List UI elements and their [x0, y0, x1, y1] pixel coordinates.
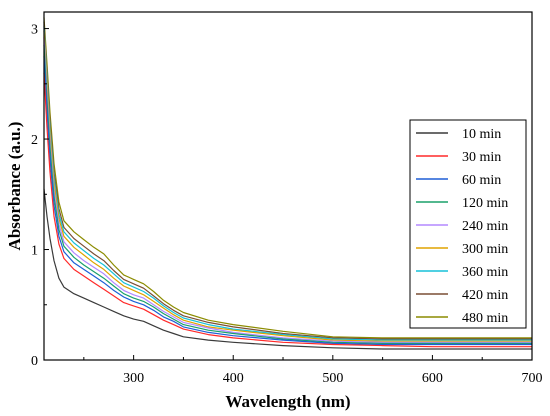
series-line-300-min [43, 30, 532, 342]
series-line-240-min [43, 37, 532, 343]
legend-label: 10 min [462, 127, 501, 142]
legend-label: 60 min [462, 173, 501, 188]
series-line-10-min [43, 188, 532, 350]
legend-label: 420 min [462, 288, 508, 303]
x-axis-title: Wavelength (nm) [225, 392, 350, 411]
x-axis: 300 400 500 600 700 [83, 355, 543, 386]
series-line-30-min [43, 72, 532, 348]
legend-label: 480 min [462, 311, 508, 326]
y-tick-label: 1 [31, 244, 38, 259]
legend-label: 120 min [462, 196, 508, 211]
plot-frame [43, 11, 533, 361]
legend-label: 300 min [462, 242, 508, 257]
x-tick-label: 500 [322, 371, 343, 386]
series-line-360-min [43, 26, 532, 341]
x-tick-label: 300 [123, 371, 144, 386]
x-tick-label: 600 [422, 371, 443, 386]
x-tick-label: 400 [223, 371, 244, 386]
x-tick-label: 700 [522, 371, 543, 386]
y-tick-label: 0 [31, 354, 38, 369]
legend-label: 30 min [462, 150, 501, 165]
y-axis: 0 1 2 3 [31, 23, 49, 369]
series-line-120-min [43, 45, 532, 344]
series-line-60-min [43, 56, 532, 346]
legend-label: 240 min [462, 219, 508, 234]
series-line-420-min [43, 21, 532, 340]
y-tick-label: 3 [31, 23, 38, 38]
plot-area [43, 17, 532, 350]
legend: 10 min 30 min 60 min 120 min 240 min 300 min 3… [409, 119, 527, 329]
series-line-480-min [43, 17, 532, 339]
y-axis-title: Absorbance (a.u.) [5, 122, 24, 251]
y-tick-label: 2 [31, 133, 38, 148]
legend-label: 360 min [462, 265, 508, 280]
